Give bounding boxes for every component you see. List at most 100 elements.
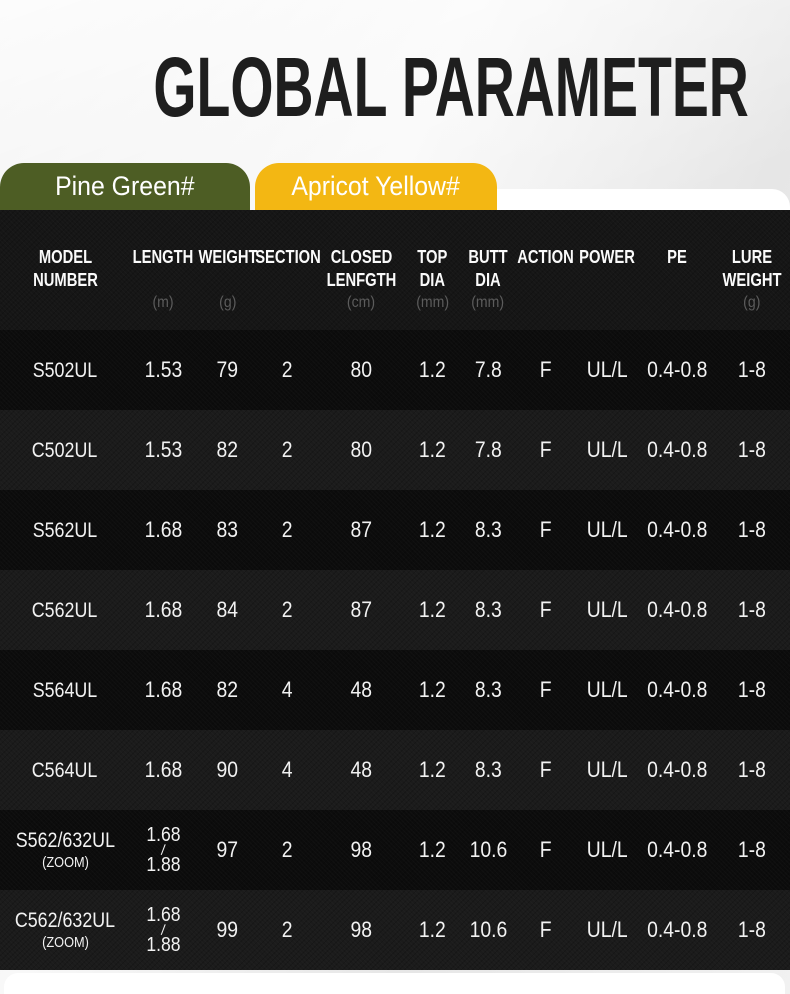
cell-value: 98 — [350, 837, 372, 862]
cell-lure-weight: 1-8 — [714, 330, 790, 410]
cell-value: UL/L — [586, 517, 628, 542]
cell-butt-dia: 8.3 — [459, 650, 517, 730]
table-row: S564UL 1.68 82 4 48 1.2 8.3 F UL/L 0.4-0.8 1-8 — [0, 650, 790, 730]
header-label: LENGTH — [132, 247, 194, 267]
cell-power: UL/L — [574, 810, 640, 890]
cell-value: F — [539, 837, 552, 862]
cell-weight: 82 — [196, 410, 259, 490]
table-row: C502UL 1.53 82 2 80 1.2 7.8 F UL/L 0.4-0.8 1-8 — [0, 410, 790, 490]
header-label: LURE — [731, 247, 773, 267]
cell-lure-weight: 1-8 — [714, 650, 790, 730]
parameter-table: MODEL NUMBER LENGTH (m) WEIGHT (g) SECTION CLOS… — [0, 210, 790, 970]
length-value: 1.88 — [145, 853, 181, 876]
cell-value: 82 — [216, 677, 239, 702]
tab-apricot-yellow[interactable]: Apricot Yellow# — [255, 163, 497, 210]
page-title: GLOBAL PARAMETER — [153, 40, 749, 134]
cell-model-number: S564UL — [0, 650, 130, 730]
cell-value: F — [539, 917, 552, 942]
cell-butt-dia: 7.8 — [459, 330, 517, 410]
cell-value: 1-8 — [738, 917, 766, 942]
cell-value: 84 — [216, 597, 239, 622]
cell-value: 98 — [350, 917, 372, 942]
cell-pe: 0.4-0.8 — [640, 490, 714, 570]
cell-model-number: C564UL — [0, 730, 130, 810]
cell-pe: 0.4-0.8 — [640, 570, 714, 650]
header-label: TOP — [417, 247, 448, 267]
cell-length: 1.68/1.88 — [130, 890, 196, 970]
cell-value: 2 — [282, 517, 293, 542]
cell-weight: 90 — [196, 730, 259, 810]
cell-value: 1-8 — [738, 757, 766, 782]
cell-lure-weight: 1-8 — [714, 410, 790, 490]
cell-value: 2 — [282, 837, 293, 862]
cell-value: 48 — [350, 757, 372, 782]
cell-value: 48 — [350, 677, 372, 702]
cell-value: 1.2 — [419, 597, 446, 622]
cell-value: 0.4-0.8 — [646, 757, 708, 782]
cell-value: UL/L — [586, 917, 628, 942]
cell-power: UL/L — [574, 730, 640, 810]
cell-model-number: S562UL — [0, 490, 130, 570]
cell-value: 87 — [350, 597, 372, 622]
cell-weight: 97 — [196, 810, 259, 890]
cell-value: UL/L — [586, 677, 628, 702]
cell-value: 99 — [216, 917, 239, 942]
cell-value: UL/L — [586, 357, 628, 382]
header-unit: (m) — [152, 294, 174, 311]
cell-value: 79 — [216, 357, 239, 382]
cell-value: 1.2 — [419, 677, 446, 702]
header-cell-pe: PE — [640, 210, 714, 330]
cell-top-dia: 1.2 — [406, 330, 459, 410]
header-unit: (cm) — [346, 294, 376, 311]
cell-section: 4 — [259, 730, 316, 810]
cell-action: F — [517, 810, 574, 890]
cell-value: 1-8 — [738, 677, 766, 702]
length-value: 1.88 — [145, 933, 181, 956]
tab-pine-green[interactable]: Pine Green# — [0, 163, 250, 210]
header-cell-section: SECTION — [255, 210, 321, 330]
header-label: WEIGHT — [722, 270, 782, 290]
cell-pe: 0.4-0.8 — [640, 650, 714, 730]
cell-value: 0.4-0.8 — [646, 837, 708, 862]
model-zoom-text: (ZOOM) — [41, 933, 89, 951]
cell-value: F — [539, 757, 552, 782]
cell-value: 8.3 — [474, 677, 502, 702]
header-cell-butt-dia: BUTT DIA (mm) — [459, 210, 517, 330]
cell-length: 1.68 — [130, 490, 196, 570]
cell-value: 8.3 — [474, 757, 502, 782]
cell-closed-length: 48 — [316, 650, 406, 730]
cell-model-number: C562/632UL (ZOOM) — [0, 890, 130, 970]
model-number-text: C562UL — [32, 598, 98, 622]
cell-value: F — [539, 357, 552, 382]
cell-butt-dia: 7.8 — [459, 410, 517, 490]
header-label: WEIGHT — [197, 247, 258, 267]
cell-lure-weight: 1-8 — [714, 890, 790, 970]
cell-butt-dia: 10.6 — [459, 810, 517, 890]
cell-lure-weight: 1-8 — [714, 730, 790, 810]
model-number-text: S562/632UL — [15, 828, 115, 852]
model-zoom-text: (ZOOM) — [41, 853, 89, 871]
cell-action: F — [517, 410, 574, 490]
length-value: 1.68 — [145, 823, 181, 846]
cell-top-dia: 1.2 — [406, 570, 459, 650]
cell-value: 1.68 — [144, 677, 182, 702]
cell-value: 1.2 — [419, 357, 446, 382]
cell-value: UL/L — [586, 597, 628, 622]
hero-section: GLOBAL PARAMETER — [0, 0, 790, 163]
cell-value: 80 — [350, 437, 372, 462]
header-unit: (g) — [218, 294, 237, 311]
cell-section: 2 — [259, 410, 316, 490]
cell-value: 0.4-0.8 — [646, 597, 708, 622]
header-label: PE — [667, 247, 687, 267]
header-unit: (mm) — [416, 294, 449, 311]
cell-value: 1-8 — [738, 597, 766, 622]
cell-value: 0.4-0.8 — [646, 517, 708, 542]
cell-value: 7.8 — [474, 437, 502, 462]
cell-length: 1.68 — [130, 570, 196, 650]
cell-value: 2 — [282, 917, 293, 942]
cell-length: 1.68/1.88 — [130, 810, 196, 890]
header-white-strip — [497, 189, 790, 210]
cell-value: 1.68 — [144, 597, 182, 622]
table-header-row: MODEL NUMBER LENGTH (m) WEIGHT (g) SECTION CLOS… — [0, 210, 790, 330]
